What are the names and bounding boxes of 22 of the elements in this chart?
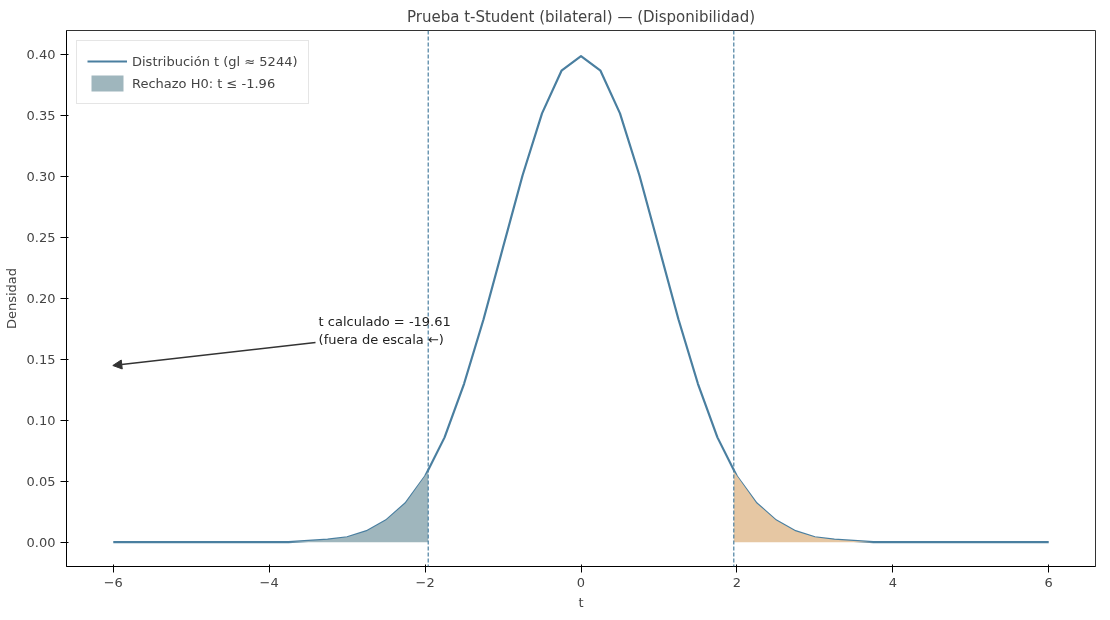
annotation: t calculado = -19.61 (fuera de escala ←)	[318, 313, 451, 347]
y-tick-label: 0.35	[26, 108, 56, 124]
y-tick-label: 0.00	[26, 534, 56, 550]
x-tick-label: −6	[103, 574, 123, 590]
y-tick-label: 0.25	[26, 230, 56, 246]
legend-label: Rechazo H0: t ≤ -1.96	[132, 75, 276, 91]
x-tick-label: −4	[259, 574, 279, 590]
legend-label: Distribución t (gl ≈ 5244)	[132, 53, 298, 69]
y-tick-label: 0.05	[26, 473, 56, 489]
y-tick-label: 0.20	[26, 291, 56, 306]
x-axis-title: t	[578, 594, 584, 610]
y-tick-label: 0.10	[26, 412, 56, 428]
x-tick-label: 2	[732, 574, 742, 590]
x-tick-label: 4	[888, 574, 897, 590]
y-tick-label: 0.40	[26, 47, 56, 63]
x-tick-label: 6	[1044, 574, 1053, 590]
x-tick-label: 0	[576, 574, 586, 590]
chart-title: Prueba t-Student (bilateral) — (Disponibilidad)	[406, 7, 756, 26]
y-tick-label: 0.30	[26, 169, 56, 185]
y-axis-title: Densidad	[3, 267, 19, 330]
y-tick-label: 0.15	[26, 351, 56, 367]
x-tick-label: −2	[415, 574, 435, 590]
